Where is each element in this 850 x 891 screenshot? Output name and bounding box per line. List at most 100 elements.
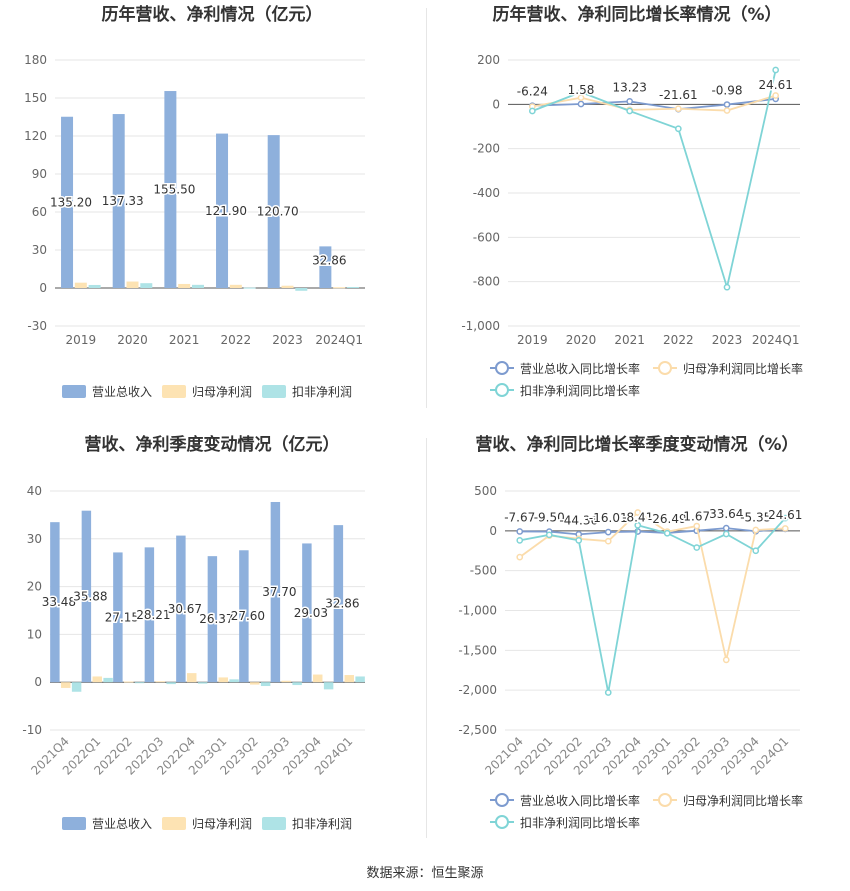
data-point [604,537,612,545]
data-label: -44.36 [559,513,598,527]
legend-label: 营业总收入同比增长率 [520,793,640,808]
legend-swatch [162,385,186,398]
bar-deducted-profit [229,679,239,683]
bar-net-profit [92,676,102,683]
bar-revenue [216,133,229,288]
bar-deducted-profit [166,682,176,685]
bar-revenue [164,91,177,289]
bar-net-profit [333,287,346,289]
bar-deducted-profit [134,682,145,684]
data-label: 27.60 [231,609,265,623]
y-tick-label: 90 [32,167,47,181]
bar-net-profit [281,680,291,683]
series-line-3 [532,69,777,291]
bar-revenue [267,135,280,288]
y-tick-label: -600 [473,230,500,244]
legend-label: 扣非净利润同比增长率 [520,815,640,830]
data-point [722,524,730,532]
data-point [516,537,524,544]
data-point [626,98,634,105]
data-point [604,528,612,536]
x-tick-label: 2024Q1 [315,333,363,347]
x-tick-label: 2022 [221,333,252,347]
bar-deducted-profit [260,682,271,687]
data-label: 35.88 [73,589,107,603]
divider-top [426,8,427,408]
y-tick-label: 120 [24,129,47,143]
legend-swatch [262,385,286,398]
bar-revenue [144,547,155,683]
y-tick-label: 200 [477,53,500,67]
data-label: 24.61 [758,78,792,92]
bar-revenue [207,556,218,683]
data-point [516,528,524,535]
legend-swatch [162,817,186,830]
legend-label: 营业总收入 [92,385,152,399]
data-point [752,547,760,555]
series-line-1 [532,97,776,111]
data-point [575,537,583,544]
bar-deducted-profit [103,677,113,683]
legend-marker [495,361,509,375]
data-point [781,514,789,522]
chart-title: 营收、净利同比增长率季度变动情况（%） [475,434,798,455]
x-tick-label: 2021 [169,333,200,347]
data-label: 135.20 [50,195,92,209]
bar-net-profit [313,674,323,683]
x-tick-label: 2023 [272,333,303,347]
series-line-1 [519,527,786,536]
legend-label: 归母净利润同比增长率 [683,361,803,376]
data-label: 30.67 [168,602,202,616]
data-label: -9.50 [534,511,565,525]
data-point [528,107,536,115]
y-tick-label: -400 [473,186,500,200]
y-tick-label: -800 [473,275,500,289]
x-tick-label: 2020 [566,333,597,347]
legend-swatch [62,385,86,398]
y-tick-label: 30 [32,243,47,257]
data-point [545,531,553,539]
bar-net-profit [250,682,260,685]
annual-revenue-profit-chart: 历年营收、净利情况（亿元） 180 150 120 90 60 30 0 -30 2019 2020… [0,0,425,430]
data-point [674,125,682,133]
data-point [577,100,585,108]
bar-deducted-profit [197,682,208,684]
data-label: -0.98 [711,84,742,98]
bar-net-profit [281,285,294,288]
quarterly-revenue-profit-chart: 营收、净利季度变动情况（亿元） 40 30 20 10 0 -10 2021Q4 2022Q1 2… [0,430,425,860]
bar-deducted-profit [243,287,256,289]
legend-label: 扣非净利润 [292,817,352,831]
legend-label: 归母净利润 [192,817,252,831]
x-tick-label: 2024Q1 [752,333,800,347]
y-tick-label: 10 [27,627,42,641]
y-tick-label: 0 [489,524,497,538]
legend-marker [658,793,672,807]
bar-revenue [81,510,92,683]
data-label: 33.64 [709,507,743,521]
y-tick-label: 180 [24,53,47,67]
data-point [772,92,780,99]
chart-title: 历年营收、净利情况（亿元） [102,4,323,25]
bar-revenue [113,552,123,683]
bar-revenue [302,543,312,683]
data-point [634,521,642,529]
y-tick-label: 20 [27,580,42,594]
data-label: 32.86 [325,597,359,611]
chart-title: 历年营收、净利同比增长率情况（%） [492,4,781,25]
bar-deducted-profit [191,284,204,288]
bar-net-profit [74,282,87,288]
chart-title: 营收、净利季度变动情况（亿元） [85,434,340,455]
data-point [693,544,701,551]
data-label: 24.61 [768,508,802,522]
data-point [723,101,731,108]
data-point [604,689,612,696]
y-tick-label: -2,000 [458,683,497,697]
y-tick-label: -1,000 [458,604,497,618]
series-line-2 [519,511,786,661]
data-source-note: 数据来源：恒生聚源 [366,866,484,881]
data-label: 120.70 [257,205,299,219]
x-tick-label: 2021 [614,333,645,347]
data-point [693,522,701,530]
bar-net-profit [344,675,354,683]
legend-label: 归母净利润同比增长率 [683,793,803,808]
